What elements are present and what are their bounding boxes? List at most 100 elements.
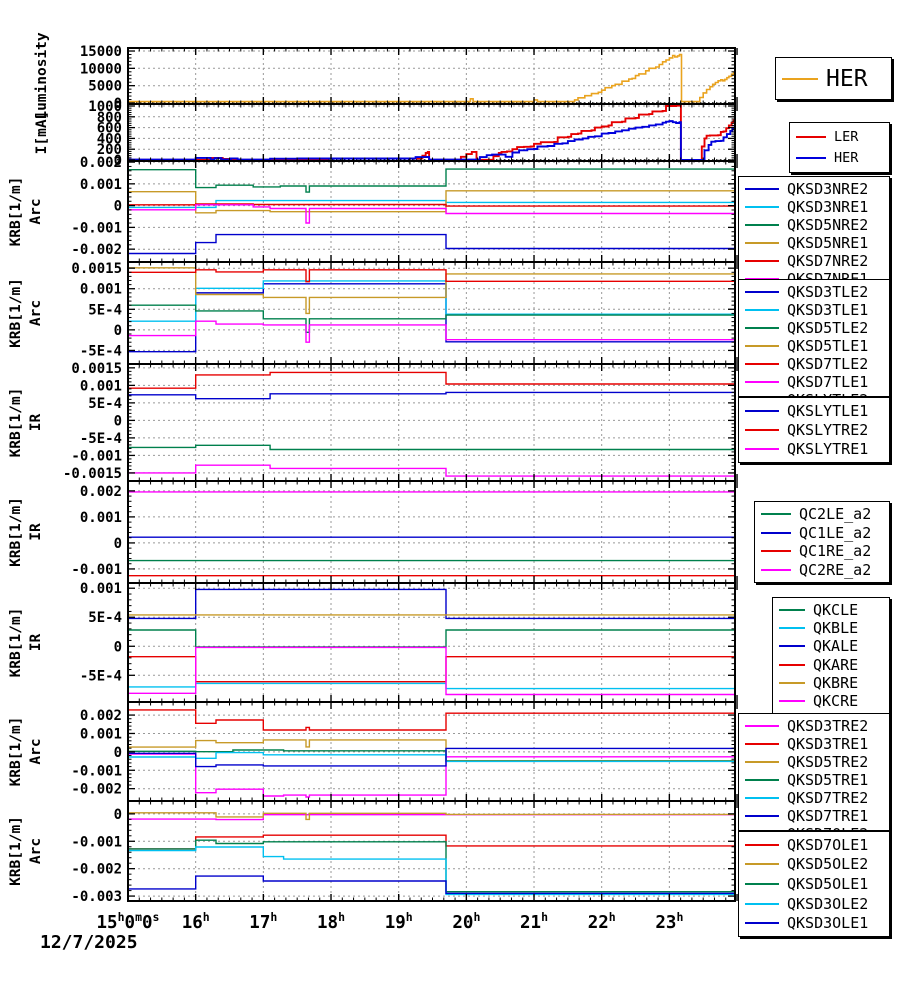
legend-item-QKSD5NRE2: QKSD5NRE2 bbox=[745, 216, 883, 234]
y-tick-label: -0.001 bbox=[71, 220, 122, 236]
series-QKSLYTLE2 bbox=[128, 444, 735, 451]
legend-item-QKSD5TLE1: QKSD5TLE1 bbox=[745, 337, 883, 355]
date-label: 12/7/2025 bbox=[40, 932, 138, 953]
legend-line-sample bbox=[761, 513, 791, 516]
legend-line-sample bbox=[761, 568, 791, 571]
legend-label: QKBLE bbox=[813, 619, 859, 638]
legend-line-sample bbox=[779, 645, 805, 648]
y-tick-label: 200 bbox=[97, 142, 122, 158]
legend-label: QKSD3TLE1 bbox=[787, 301, 869, 319]
series-QKSD3TRE1 bbox=[128, 709, 735, 731]
legend-label: QKSD7TRE2 bbox=[787, 789, 869, 807]
panel-ir-qk: 0.001 5E-4 0 -5E-4 KRB[1/m] IR bbox=[8, 581, 738, 703]
y-tick-label: 0 bbox=[114, 807, 122, 823]
legend-line-sample bbox=[745, 363, 779, 365]
y-tick-label: 0.001 bbox=[80, 177, 122, 193]
legend-line-sample bbox=[745, 381, 779, 383]
series-QKARE bbox=[128, 656, 735, 683]
y-axis-title: KRB[1/m] bbox=[8, 278, 24, 348]
legend-item-QKSD3OLE2: QKSD3OLE2 bbox=[745, 895, 883, 913]
legend-nre: QKSD3NRE2 QKSD3NRE1 QKSD5NRE2 QKSD5NRE1 QKSD… bbox=[738, 176, 890, 288]
legend-line-sample bbox=[745, 902, 779, 905]
x-tick-label: 20h bbox=[452, 910, 480, 933]
legend-line-sample bbox=[745, 743, 779, 745]
legend-item-QKSD7TLE1: QKSD7TLE1 bbox=[745, 373, 883, 391]
y-axis-title: KRB[1/m] bbox=[8, 388, 24, 458]
legend-item-QKSD7OLE1: QKSD7OLE1 bbox=[745, 836, 883, 854]
legend-qc: QC2LE_a2 QC1LE_a2 QC1RE_a2 QC2RE_a2 bbox=[754, 501, 890, 583]
legend-label: QKSD3TRE1 bbox=[787, 735, 869, 753]
y-tick-label: 0.0015 bbox=[71, 261, 122, 277]
y-tick-label: 0.002 bbox=[80, 155, 122, 171]
legend-sly: QKSLYTLE1 QKSLYTRE2 QKSLYTRE1 bbox=[738, 397, 890, 463]
y-axis-title: IR bbox=[28, 523, 44, 541]
series-QKSD7TRE1 bbox=[128, 747, 735, 768]
y-tick-label: -0.001 bbox=[71, 562, 122, 578]
y-tick-label: 5E-4 bbox=[88, 610, 122, 626]
y-axis-title: KRB[1/m] bbox=[8, 177, 24, 247]
series-QKSD3TRE2 bbox=[128, 753, 735, 798]
legend-line-sample bbox=[745, 761, 779, 763]
y-tick-label: 0 bbox=[114, 96, 122, 112]
legend-label: QC2LE_a2 bbox=[799, 505, 872, 524]
legend-item-QKSD5TLE2: QKSD5TLE2 bbox=[745, 319, 883, 337]
y-axis-title: Arc bbox=[28, 198, 44, 224]
legend-item-QKSD3NRE1: QKSD3NRE1 bbox=[745, 198, 883, 216]
legend-label: QKSD3TLE2 bbox=[787, 283, 869, 301]
legend-line-sample bbox=[779, 663, 805, 666]
legend-item-QKALE: QKALE bbox=[779, 637, 883, 655]
y-tick-label: 10000 bbox=[80, 61, 122, 77]
legend-item-QKSD3TLE2: QKSD3TLE2 bbox=[745, 283, 883, 301]
y-axis-title: Luminosity bbox=[34, 32, 50, 120]
series-HER bbox=[128, 120, 735, 161]
legend-lum: HER bbox=[775, 57, 892, 100]
legend-item-QKSD3OLE1: QKSD3OLE1 bbox=[745, 914, 883, 932]
y-tick-label: 0 bbox=[114, 745, 122, 761]
legend-line-sample bbox=[745, 309, 779, 311]
series-QKSD5OLE2 bbox=[128, 812, 735, 821]
y-tick-label: 0.001 bbox=[80, 282, 122, 298]
y-tick-label: 0.0015 bbox=[71, 361, 122, 377]
legend-line-sample bbox=[796, 135, 826, 138]
legend-line-sample bbox=[761, 550, 791, 553]
panel-arc-nre: 0.002 0.001 0 -0.001 -0.002 KRB[1/m] Arc bbox=[8, 155, 738, 263]
legend-line-sample bbox=[745, 188, 779, 190]
y-axis-title: I[mA] bbox=[34, 111, 50, 155]
legend-qk: QKCLE QKBLE QKALE QKARE QKBRE QKCRE bbox=[772, 597, 890, 714]
legend-item-QKSD7TRE1: QKSD7TRE1 bbox=[745, 807, 883, 825]
legend-item-QKSD3TRE1: QKSD3TRE1 bbox=[745, 735, 883, 753]
legend-line-sample bbox=[796, 157, 826, 160]
legend-label: QC1LE_a2 bbox=[799, 523, 872, 542]
series-LER bbox=[128, 104, 735, 161]
series-QKSD3NRE1 bbox=[128, 199, 735, 209]
y-axis-title: Arc bbox=[28, 300, 44, 326]
legend-label: QKSD5TLE2 bbox=[787, 319, 869, 337]
legend-item-HER: HER bbox=[782, 66, 885, 92]
x-tick-label: 19h bbox=[385, 910, 413, 933]
legend-item-QKCLE: QKCLE bbox=[779, 601, 883, 619]
legend-label: QKSLYTLE1 bbox=[787, 401, 869, 420]
y-tick-label: -0.001 bbox=[71, 834, 122, 850]
x-tick-label: 15h0m0s bbox=[97, 910, 160, 933]
legend-tle: QKSD3TLE2 QKSD3TLE1 QKSD5TLE2 QKSD5TLE1 QKSD… bbox=[738, 279, 890, 409]
y-tick-label: 800 bbox=[97, 110, 122, 126]
y-tick-label: 400 bbox=[97, 131, 122, 147]
legend-item-QKSLYTRE1: QKSLYTRE1 bbox=[745, 440, 883, 458]
legend-line-sample bbox=[779, 699, 805, 702]
legend-line-sample bbox=[745, 206, 779, 208]
legend-item-QKSLYTRE2: QKSLYTRE2 bbox=[745, 421, 883, 439]
x-tick-label: 23h bbox=[655, 910, 683, 933]
legend-item-QC2LE_a2: QC2LE_a2 bbox=[761, 505, 883, 523]
legend-line-sample bbox=[782, 77, 818, 80]
y-axis-title: KRB[1/m] bbox=[8, 816, 24, 886]
series-QKALE bbox=[128, 588, 735, 620]
legend-item-QKSD5OLE2: QKSD5OLE2 bbox=[745, 855, 883, 873]
series-QKSD5NRE2 bbox=[128, 168, 735, 193]
x-tick-label: 18h bbox=[317, 910, 345, 933]
y-tick-label: 0 bbox=[114, 639, 122, 655]
y-tick-label: 0.001 bbox=[80, 727, 122, 743]
series-QKSD7OLE2 bbox=[128, 814, 735, 821]
legend-label: QKSD5OLE1 bbox=[787, 874, 869, 893]
